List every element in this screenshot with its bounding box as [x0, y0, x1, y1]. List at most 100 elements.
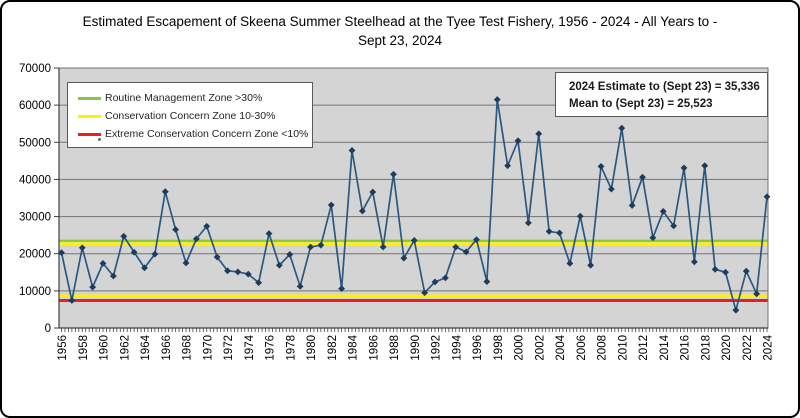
y-axis-tick-label: 0: [45, 323, 51, 335]
data-point-marker: [670, 222, 678, 230]
data-point-marker: [286, 251, 294, 258]
x-axis-tick-label: 2016: [680, 335, 692, 361]
data-point-marker: [493, 96, 501, 103]
legend-line-swatch: [78, 96, 101, 100]
data-point-marker: [618, 124, 626, 132]
data-point-marker: [141, 264, 148, 272]
x-axis-tick-label: 1968: [182, 335, 194, 361]
data-point-marker: [556, 229, 563, 237]
data-point-marker: [504, 162, 512, 170]
estimate-annotation: 2024 Estimate to (Sept 23) = 35,336 Mean…: [555, 72, 768, 117]
data-point-marker: [649, 234, 657, 242]
x-axis-tick-label: 2022: [742, 335, 754, 361]
legend-line-swatch: [78, 132, 101, 136]
x-axis-tick-label: 1980: [306, 335, 318, 361]
x-axis-tick-label: 2004: [555, 334, 567, 360]
data-point-marker: [711, 265, 719, 273]
legend-line-swatch: [78, 114, 101, 118]
x-axis-tick-label: 2000: [514, 335, 526, 361]
x-axis-tick-label: 1978: [285, 335, 297, 361]
data-point-marker: [151, 250, 159, 258]
data-point-marker: [690, 258, 698, 266]
legend-item-label: Extreme Conservation Concern Zone <10%: [105, 128, 309, 140]
data-point-marker: [234, 268, 242, 276]
data-point-marker: [130, 248, 138, 256]
data-point-marker: [597, 163, 605, 170]
data-point-marker: [441, 274, 449, 282]
data-point-marker: [244, 270, 252, 278]
x-axis-tick-label: 1996: [472, 335, 484, 361]
data-point-marker: [224, 267, 231, 275]
data-point-marker: [192, 235, 200, 243]
y-axis-tick-label: 50000: [19, 137, 51, 149]
x-axis-tick-label: 1976: [265, 335, 277, 361]
x-axis-tick-label: 1982: [327, 335, 339, 361]
data-point-marker: [587, 261, 595, 269]
x-axis-tick-label: 1966: [161, 335, 173, 361]
data-point-marker: [753, 290, 761, 298]
data-point-marker: [265, 230, 273, 238]
data-point-marker: [182, 259, 190, 267]
x-axis-tick-label: 1974: [244, 334, 256, 360]
data-point-marker: [524, 219, 532, 227]
data-point-marker: [576, 212, 584, 220]
data-point-marker: [89, 283, 97, 291]
x-axis-tick-label: 2014: [659, 334, 671, 360]
legend-series-dot: [98, 138, 101, 141]
x-axis-tick-label: 1984: [348, 334, 360, 360]
data-point-marker: [535, 130, 543, 138]
data-point-marker: [742, 267, 750, 275]
x-axis-tick-label: 1960: [99, 335, 111, 361]
data-point-marker: [338, 285, 346, 293]
legend: Routine Management Zone >30% Conservation…: [67, 82, 313, 148]
x-axis-tick-label: 2020: [721, 335, 733, 361]
data-point-marker: [514, 137, 522, 145]
data-point-marker: [307, 243, 314, 251]
data-point-marker: [400, 254, 408, 262]
x-axis-tick-label: 1998: [493, 335, 505, 361]
data-point-marker: [58, 249, 65, 256]
x-axis-tick-label: 1972: [223, 335, 235, 361]
data-point-marker: [639, 173, 646, 181]
data-point-marker: [213, 253, 221, 261]
legend-item-label: Routine Management Zone >30%: [105, 92, 263, 104]
data-point-marker: [275, 261, 283, 269]
data-point-marker: [659, 207, 667, 215]
y-axis-tick-label: 40000: [19, 174, 51, 186]
data-point-marker: [545, 228, 553, 235]
data-point-marker: [722, 268, 729, 276]
annotation-estimate-2024: 2024 Estimate to (Sept 23) = 35,336: [569, 81, 760, 93]
data-point-marker: [172, 226, 180, 233]
data-point-marker: [369, 188, 377, 196]
x-axis-tick-label: 1956: [57, 335, 69, 361]
data-point-marker: [99, 259, 107, 267]
legend-item: Extreme Conservation Concern Zone <10%: [78, 125, 312, 143]
data-point-marker: [317, 241, 325, 249]
x-axis-tick-label: 2008: [597, 335, 609, 361]
data-point-marker: [421, 289, 429, 297]
x-axis-tick-label: 2006: [576, 335, 588, 361]
x-axis-tick-label: 1964: [140, 334, 152, 360]
data-point-marker: [68, 297, 76, 304]
data-point-marker: [483, 278, 491, 285]
data-point-marker: [358, 207, 366, 215]
data-point-marker: [109, 272, 117, 280]
legend-item: Routine Management Zone >30%: [78, 89, 312, 107]
data-point-marker: [78, 244, 86, 252]
data-point-marker: [763, 193, 771, 201]
data-point-marker: [161, 188, 169, 196]
y-axis-tick-label: 70000: [19, 63, 51, 75]
data-point-marker: [473, 236, 480, 243]
legend-rows: Routine Management Zone >30% Conservation…: [78, 89, 312, 143]
chart-title-line1: Estimated Escapement of Skeena Summer St…: [82, 14, 718, 29]
x-axis-tick-label: 1986: [368, 335, 380, 361]
x-axis-tick-label: 1990: [410, 335, 422, 361]
chart-title-line2: Sept 23, 2024: [357, 33, 443, 48]
x-axis-tick-label: 1994: [451, 334, 463, 360]
y-axis-tick-label: 60000: [19, 100, 51, 112]
data-point-marker: [566, 259, 574, 267]
data-point-marker: [203, 222, 211, 230]
data-point-marker: [628, 202, 636, 209]
annotation-mean: Mean to (Sept 23) = 25,523: [569, 98, 713, 110]
